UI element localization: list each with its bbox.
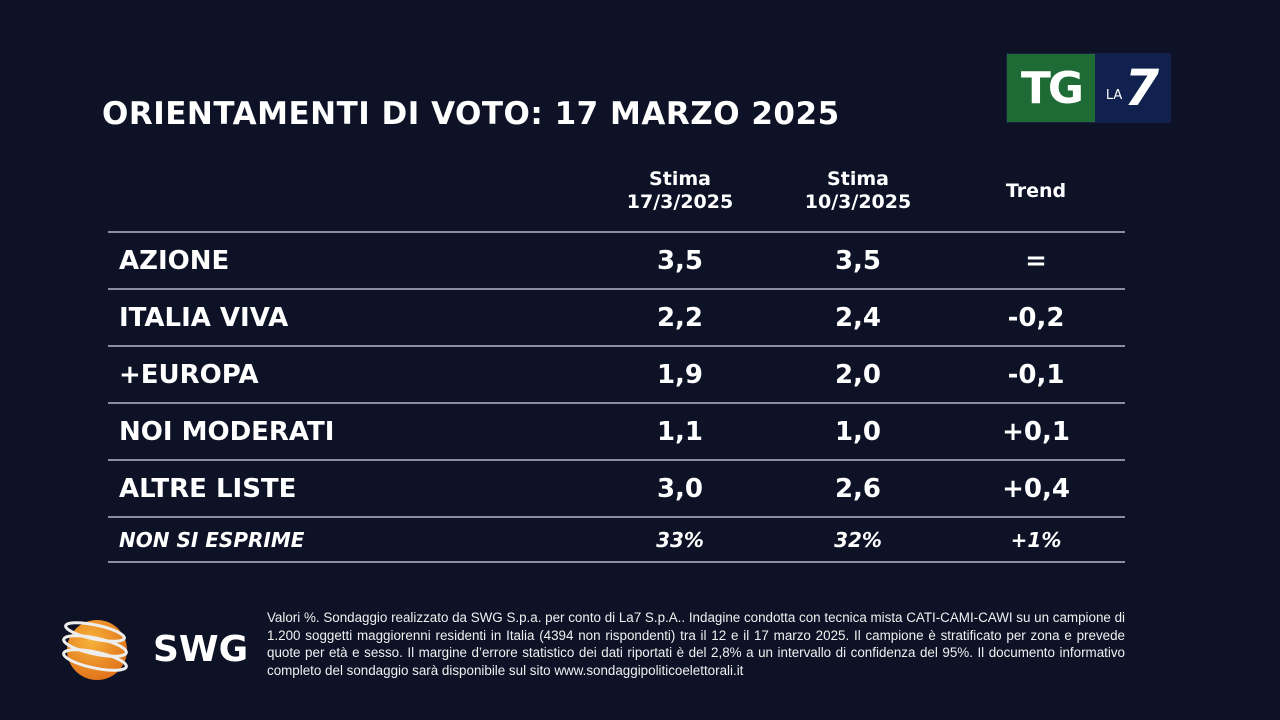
column-header-previous: Stima 10/3/2025 — [804, 168, 912, 213]
party-name: NOI MODERATI — [119, 416, 335, 447]
current-value: 3,0 — [656, 473, 704, 504]
current-value: 33% — [656, 527, 704, 552]
table-row: +EUROPA 1,9 2,0 -0,1 — [108, 345, 1125, 402]
swg-logo: SWG — [55, 612, 248, 687]
current-value: 3,5 — [656, 245, 704, 276]
logo-tg-text: TG — [1007, 54, 1095, 122]
page-title: ORIENTAMENTI DI VOTO: 17 MARZO 2025 — [102, 96, 840, 132]
previous-value: 2,4 — [834, 302, 882, 333]
party-name: ALTRE LISTE — [119, 473, 297, 504]
party-name: +EUROPA — [119, 359, 259, 390]
table-row: ITALIA VIVA 2,2 2,4 -0,2 — [108, 288, 1125, 345]
table-row: AZIONE 3,5 3,5 = — [108, 231, 1125, 288]
previous-value: 2,0 — [834, 359, 882, 390]
previous-value: 2,6 — [834, 473, 882, 504]
party-name: AZIONE — [119, 245, 230, 276]
previous-value: 3,5 — [834, 245, 882, 276]
swg-logo-text: SWG — [153, 629, 249, 670]
poll-table: AZIONE 3,5 3,5 = ITALIA VIVA 2,2 2,4 -0,2… — [108, 231, 1125, 563]
trend-value: -0,1 — [1007, 359, 1065, 390]
trend-value: -0,2 — [1007, 302, 1065, 333]
tg-la7-logo: TG LA 7 — [1006, 53, 1171, 123]
current-value: 1,1 — [656, 416, 704, 447]
table-row: NOI MODERATI 1,1 1,0 +0,1 — [108, 402, 1125, 459]
trend-value: +0,1 — [1002, 416, 1070, 447]
methodology-note: Valori %. Sondaggio realizzato da SWG S.… — [267, 610, 1125, 678]
globe-icon — [62, 620, 128, 680]
table-row: NON SI ESPRIME 33% 32% +1% — [108, 516, 1125, 563]
logo-la-text: LA — [1105, 87, 1123, 103]
party-name: ITALIA VIVA — [119, 302, 289, 333]
trend-value: = — [1025, 245, 1047, 276]
current-value: 2,2 — [656, 302, 704, 333]
previous-value: 1,0 — [834, 416, 882, 447]
column-header-current: Stima 17/3/2025 — [626, 168, 734, 213]
logo-seven-text: 7 — [1124, 59, 1160, 117]
trend-value: +0,4 — [1002, 473, 1070, 504]
party-name: NON SI ESPRIME — [119, 527, 305, 552]
trend-value: +1% — [1010, 527, 1062, 552]
current-value: 1,9 — [656, 359, 704, 390]
column-header-trend: Trend — [1005, 180, 1067, 202]
previous-value: 32% — [834, 527, 882, 552]
table-row: ALTRE LISTE 3,0 2,6 +0,4 — [108, 459, 1125, 516]
